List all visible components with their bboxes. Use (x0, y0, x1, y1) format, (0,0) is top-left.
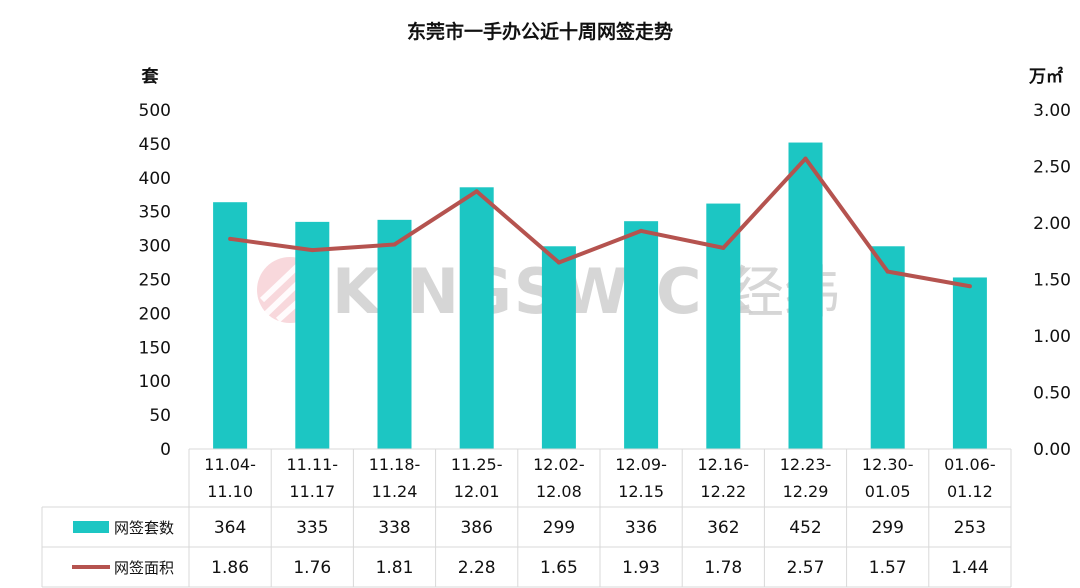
right-tick-label: 0.00 (1033, 440, 1071, 460)
right-axis-unit: 万㎡ (1028, 66, 1063, 87)
line-point (392, 242, 397, 247)
data-label: 1.93 (622, 558, 660, 578)
right-tick-label: 1.50 (1033, 271, 1071, 291)
data-label: 335 (296, 518, 328, 538)
x-tick-label: 01.12 (947, 482, 993, 501)
left-tick-label: 100 (139, 372, 171, 392)
data-label: 1.76 (293, 558, 331, 578)
left-tick-label: 50 (149, 406, 171, 426)
x-tick-label: 12.29 (783, 482, 829, 501)
left-axis-unit: 套 (141, 66, 160, 87)
right-tick-label: 2.00 (1033, 214, 1071, 234)
data-label: 338 (378, 518, 410, 538)
data-label: 364 (214, 518, 246, 538)
x-tick-label: 11.18- (369, 455, 421, 474)
x-tick-label: 11.04- (204, 455, 256, 474)
x-tick-label: 01.06- (944, 455, 996, 474)
bar (952, 277, 987, 449)
left-tick-label: 200 (139, 304, 171, 324)
legend-label: 网签面积 (114, 559, 174, 577)
x-tick-label: 11.10 (207, 482, 253, 501)
x-tick-label: 01.05 (865, 482, 911, 501)
line-point (228, 236, 233, 241)
watermark-cn: 经纬 (728, 261, 840, 326)
left-axis-ticks: 0 50 100 150 200 250 300 350 400 450 500 (139, 101, 171, 460)
bar-series (213, 142, 987, 450)
x-tick-label: 12.09- (615, 455, 667, 474)
data-label: 1.44 (951, 558, 989, 578)
area-line (229, 156, 971, 289)
data-table: 11.04- 11.10 11.11- 11.17 11.18- 11.24 11.25- 1… (41, 448, 1012, 588)
right-tick-label: 1.00 (1033, 327, 1071, 347)
bar (870, 246, 905, 449)
right-tick-label: 2.50 (1033, 158, 1071, 178)
x-tick-label: 12.22 (700, 482, 746, 501)
x-tick-label: 12.15 (618, 482, 664, 501)
bar (706, 203, 741, 449)
data-label: 2.28 (458, 558, 496, 578)
line-point (556, 260, 561, 265)
data-label: 1.57 (869, 558, 907, 578)
data-label: 1.65 (540, 558, 578, 578)
bar (295, 221, 330, 449)
x-tick-label: 12.02- (533, 455, 585, 474)
left-tick-label: 500 (139, 101, 171, 121)
left-tick-label: 300 (139, 237, 171, 257)
line-point (967, 284, 972, 289)
bar (459, 187, 494, 450)
left-tick-label: 350 (139, 203, 171, 223)
line-point (721, 245, 726, 250)
right-axis-ticks: 0.00 0.50 1.00 1.50 2.00 2.50 3.00 (1033, 101, 1071, 460)
data-label: 299 (871, 518, 903, 538)
line-series (228, 156, 972, 289)
data-label: 1.86 (211, 558, 249, 578)
left-tick-label: 250 (139, 271, 171, 291)
data-label: 299 (543, 518, 575, 538)
line-point (803, 156, 808, 161)
legend-label: 网签套数 (114, 519, 174, 537)
left-tick-label: 450 (139, 135, 171, 155)
bar (541, 246, 576, 449)
x-tick-label: 12.30- (862, 455, 914, 474)
chart-title: 东莞市一手办公近十周网签走势 (407, 20, 673, 43)
line-point (310, 248, 315, 253)
data-label: 386 (460, 518, 492, 538)
x-tick-label: 12.16- (698, 455, 750, 474)
data-label: 1.78 (704, 558, 742, 578)
left-tick-label: 150 (139, 338, 171, 358)
bar (213, 202, 248, 449)
line-point (639, 228, 644, 233)
left-tick-label: 400 (139, 169, 171, 189)
left-tick-label: 0 (160, 440, 171, 460)
x-tick-label: 11.24 (372, 482, 418, 501)
x-tick-label: 12.23- (780, 455, 832, 474)
bar (624, 221, 659, 449)
data-label: 362 (707, 518, 739, 538)
line-point (885, 269, 890, 274)
bar (788, 142, 823, 449)
right-tick-label: 0.50 (1033, 384, 1071, 404)
x-tick-label: 11.11- (287, 455, 339, 474)
legend-swatch-bar (73, 521, 109, 533)
data-label: 2.57 (787, 558, 825, 578)
data-label: 336 (625, 518, 657, 538)
data-label: 1.81 (376, 558, 414, 578)
data-label: 452 (789, 518, 821, 538)
x-tick-label: 12.08 (536, 482, 582, 501)
x-tick-label: 12.01 (454, 482, 500, 501)
x-tick-label: 11.25- (451, 455, 503, 474)
x-tick-label: 11.17 (289, 482, 335, 501)
bar (377, 219, 412, 449)
data-label: 253 (954, 518, 986, 538)
line-point (474, 189, 479, 194)
right-tick-label: 3.00 (1033, 101, 1071, 121)
